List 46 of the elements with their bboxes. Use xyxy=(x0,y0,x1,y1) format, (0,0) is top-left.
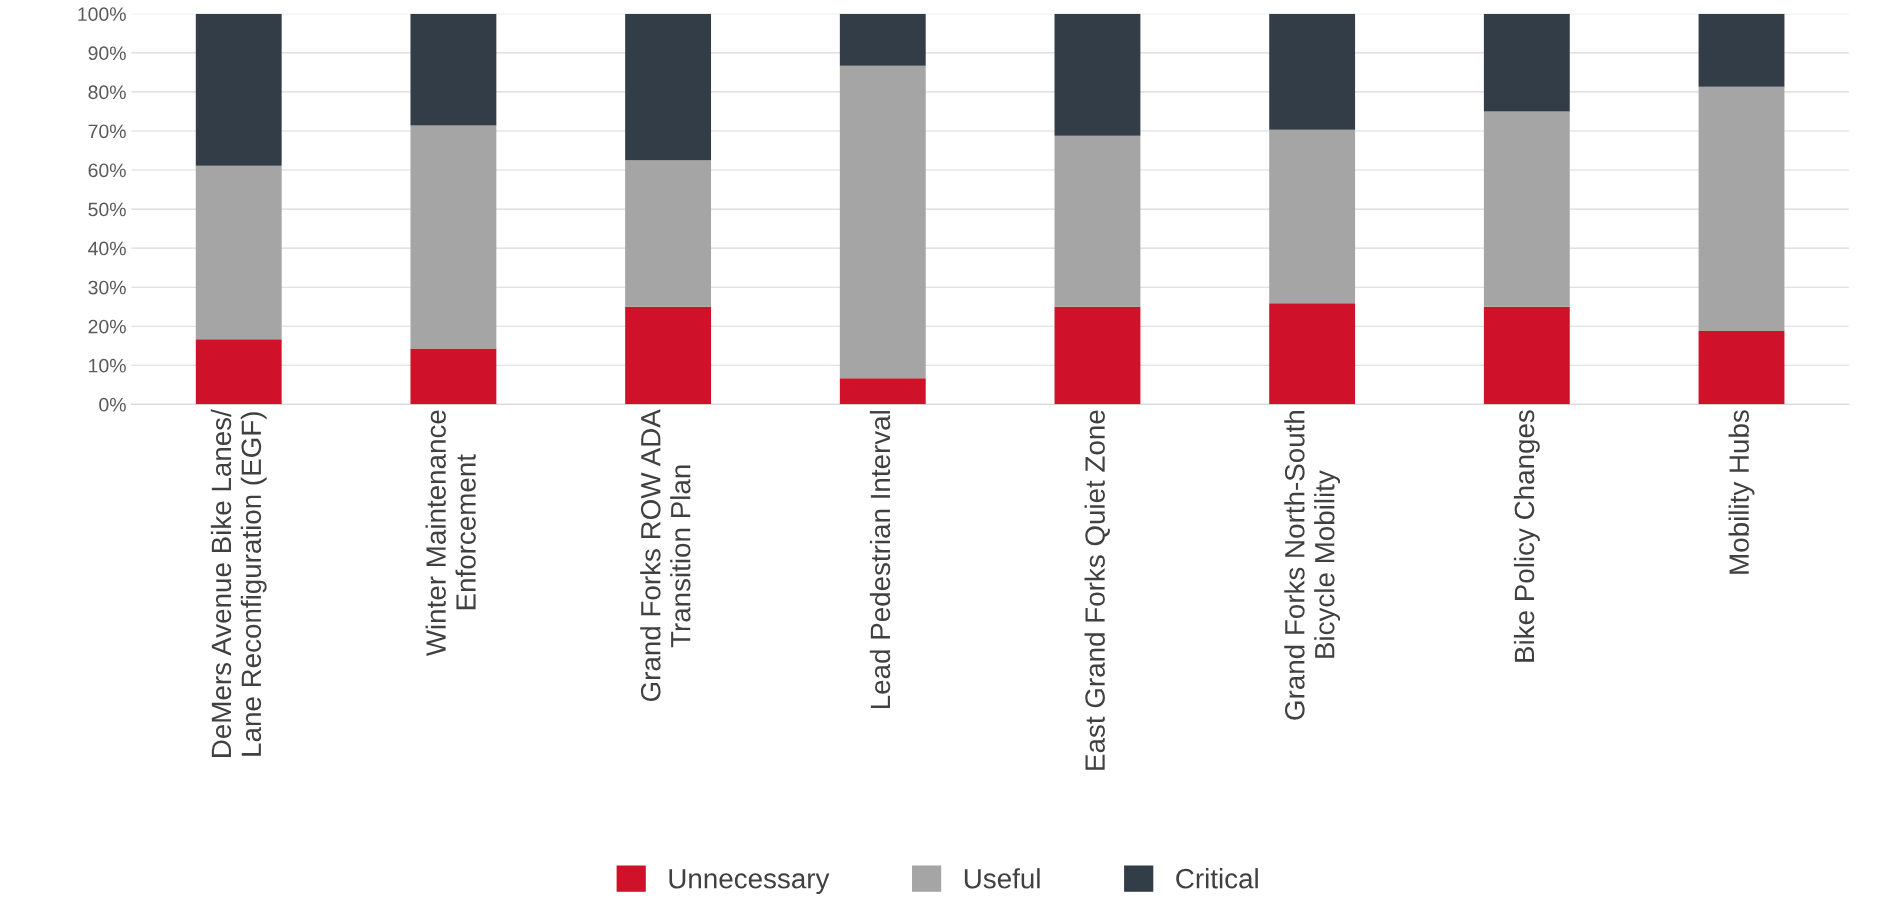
bar xyxy=(195,13,282,166)
y-tick-label: 90% xyxy=(88,46,126,61)
y-tick-label: 20% xyxy=(88,319,126,334)
bar xyxy=(625,160,712,307)
bar xyxy=(1269,129,1356,304)
y-tick-label: 100% xyxy=(78,7,126,22)
bar xyxy=(625,13,712,161)
bar xyxy=(1054,13,1141,136)
bar xyxy=(1269,13,1356,130)
bar xyxy=(1698,330,1785,405)
x-tick-label: Winter Maintenance Enforcement xyxy=(425,410,476,657)
x-tick-label: Mobility Hubs xyxy=(1728,410,1755,574)
bar xyxy=(839,65,926,379)
bar xyxy=(1483,111,1570,307)
y-tick-label: 10% xyxy=(89,358,126,373)
legend-label: Unnecessary xyxy=(669,869,830,894)
y-tick-label: 40% xyxy=(88,241,126,256)
bar xyxy=(410,13,497,126)
y-tick-label: 80% xyxy=(88,85,126,100)
x-tick-label: DeMers Avenue Bike Lanes/ Lane Reconfiguration (EGF) xyxy=(210,409,267,757)
bar xyxy=(195,339,282,405)
y-tick-label: 0% xyxy=(99,397,126,412)
bar xyxy=(625,306,712,405)
bar xyxy=(410,348,497,405)
bar xyxy=(1698,13,1785,87)
bar xyxy=(1698,86,1785,331)
y-tick-label: 60% xyxy=(88,163,126,178)
bar xyxy=(1054,306,1141,405)
x-tick-label: Lead Pedestrian Interval xyxy=(869,411,891,709)
x-tick-label: East Grand Forks Quiet Zone xyxy=(1084,410,1110,770)
legend-label: Critical xyxy=(1176,868,1258,889)
y-tick-label: 30% xyxy=(88,280,126,295)
y-tick-label: 70% xyxy=(88,124,126,139)
bar xyxy=(839,378,926,405)
x-tick-label: Grand Forks North-South Bicycle Mobility xyxy=(1284,411,1341,720)
bar xyxy=(1054,135,1141,307)
bar xyxy=(410,125,497,349)
x-tick-label: Grand Forks ROW ADA Transition Plan xyxy=(640,409,691,702)
bar xyxy=(1269,303,1356,405)
bar xyxy=(195,165,282,340)
legend-label: Useful xyxy=(964,868,1040,889)
bar xyxy=(1483,306,1570,405)
bar xyxy=(839,13,926,66)
y-tick-label: 50% xyxy=(88,202,126,217)
bar xyxy=(1483,13,1570,112)
x-tick-label: Bike Policy Changes xyxy=(1513,410,1540,662)
